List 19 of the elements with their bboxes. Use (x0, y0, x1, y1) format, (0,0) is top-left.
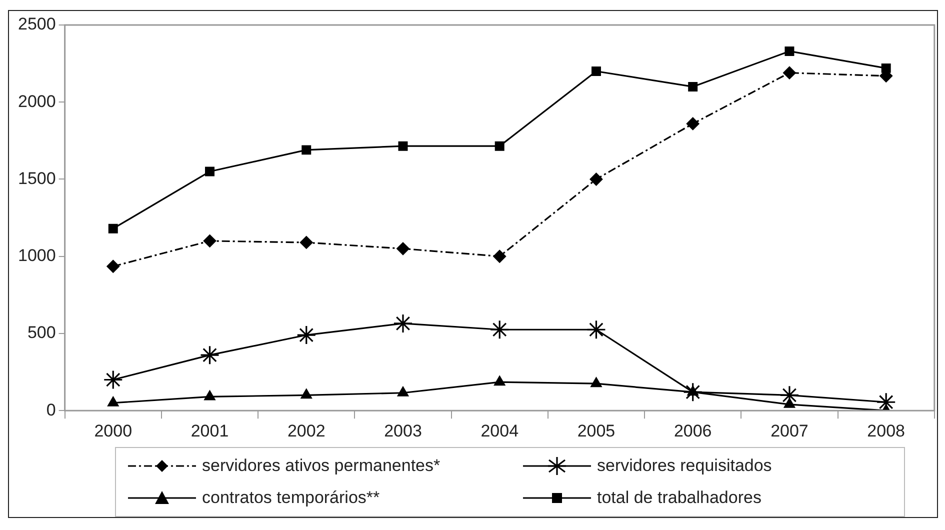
y-tick-label: 500 (27, 323, 56, 342)
y-tick-label: 1500 (18, 168, 56, 188)
x-tick-label: 2005 (577, 421, 616, 440)
legend-label: contratos temporários** (202, 488, 380, 508)
y-tick-label: 2000 (18, 92, 56, 111)
legend-label: total de trabalhadores (597, 488, 762, 508)
x-tick-label: 2002 (287, 421, 326, 440)
y-tick-label: 1000 (18, 246, 56, 266)
x-tick-label: 2003 (384, 421, 422, 440)
y-tick-label: 0 (46, 400, 56, 420)
x-tick-label: 2001 (190, 421, 229, 440)
x-tick-label: 2006 (674, 421, 712, 440)
x-tick-label: 2007 (770, 421, 808, 440)
y-tick-label: 2500 (18, 14, 56, 34)
legend-label: servidores ativos permanentes* (202, 456, 440, 476)
x-tick-label: 2000 (94, 421, 132, 440)
x-tick-label: 2004 (480, 421, 519, 440)
legend-label: servidores requisitados (597, 456, 772, 476)
x-tick-label: 2008 (867, 421, 906, 440)
